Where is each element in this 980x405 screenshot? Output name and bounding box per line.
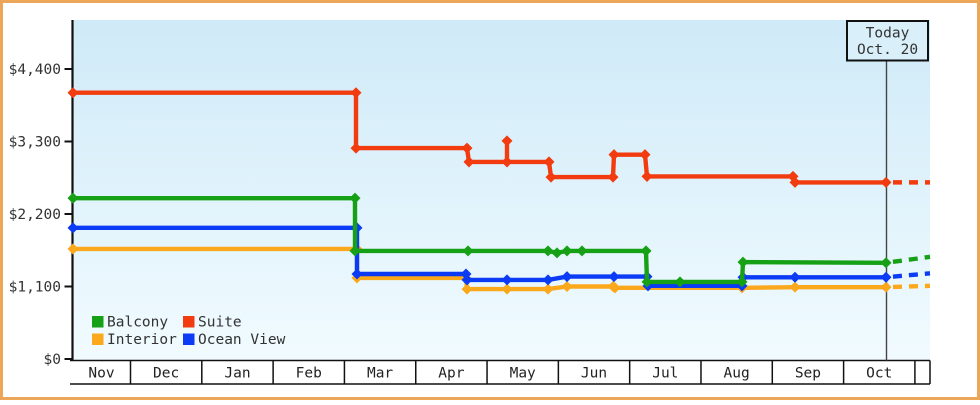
- legend-label-suite: Suite: [198, 315, 242, 331]
- data-point-ocean-view: [542, 274, 554, 286]
- data-point-ocean-view: [608, 271, 620, 283]
- month-label-dec: Dec: [153, 366, 179, 382]
- month-label-sep: Sep: [795, 366, 821, 382]
- data-point-balcony: [737, 256, 749, 268]
- series-forecast-dash-balcony: [885, 254, 931, 265]
- month-label-oct: Oct: [866, 366, 892, 382]
- month-label-may: May: [510, 366, 536, 382]
- y-tick-label: $3,300: [9, 135, 61, 151]
- data-point-interior: [789, 281, 801, 293]
- data-point-interior: [609, 282, 621, 294]
- y-tick-label: $1,100: [9, 280, 61, 296]
- data-point-interior: [880, 281, 892, 293]
- legend-label-balcony: Balcony: [107, 315, 168, 331]
- series-forecast-dash-ocean-view: [885, 271, 931, 280]
- month-label-jan: Jan: [224, 366, 250, 382]
- legend-swatch-ocean-view: [183, 333, 195, 345]
- data-point-balcony: [462, 245, 474, 257]
- data-point-interior: [501, 283, 513, 295]
- data-point-balcony: [67, 192, 79, 204]
- data-point-ocean-view: [501, 274, 513, 286]
- data-point-balcony: [349, 245, 361, 257]
- month-label-aug: Aug: [724, 366, 750, 382]
- legend-swatch-balcony: [92, 316, 104, 328]
- data-point-ocean-view: [561, 271, 573, 283]
- data-point-ocean-view: [880, 271, 892, 283]
- month-band: [72, 360, 930, 384]
- today-box-label: Today: [866, 26, 910, 42]
- data-point-interior: [561, 280, 573, 293]
- month-label-jul: Jul: [652, 366, 678, 382]
- month-label-feb: Feb: [296, 366, 322, 382]
- month-label-mar: Mar: [367, 366, 393, 382]
- data-point-interior: [542, 283, 554, 295]
- data-point-balcony: [880, 257, 892, 269]
- data-point-balcony: [736, 276, 748, 288]
- data-point-balcony: [674, 276, 686, 288]
- data-point-ocean-view: [461, 274, 473, 286]
- month-label-jun: Jun: [581, 366, 607, 382]
- data-point-ocean-view: [789, 271, 801, 283]
- legend-label-interior: Interior: [107, 332, 177, 348]
- today-box: [846, 20, 929, 62]
- series-line-balcony: [73, 196, 887, 285]
- month-label-apr: Apr: [438, 366, 464, 382]
- data-point-interior: [461, 283, 473, 295]
- month-label-nov: Nov: [88, 366, 114, 382]
- legend-label-ocean-view: Ocean View: [198, 332, 286, 348]
- legend: Balcony Suite Interior Ocean View: [92, 315, 286, 348]
- y-tick-label: $2,200: [9, 207, 61, 223]
- series-forecast-dash-interior: [885, 283, 931, 290]
- today-box-date: Oct. 20: [857, 42, 918, 58]
- data-point-interior: [67, 243, 79, 255]
- y-tick-label: $0: [44, 352, 61, 368]
- data-point-ocean-view: [351, 268, 363, 280]
- data-point-suite: [67, 87, 79, 99]
- data-point-ocean-view: [67, 222, 79, 234]
- plot-area: [73, 20, 930, 361]
- data-point-balcony: [641, 276, 653, 288]
- legend-swatch-interior: [92, 333, 104, 345]
- y-tick-label: $4,400: [9, 62, 61, 78]
- legend-swatch-suite: [183, 316, 195, 328]
